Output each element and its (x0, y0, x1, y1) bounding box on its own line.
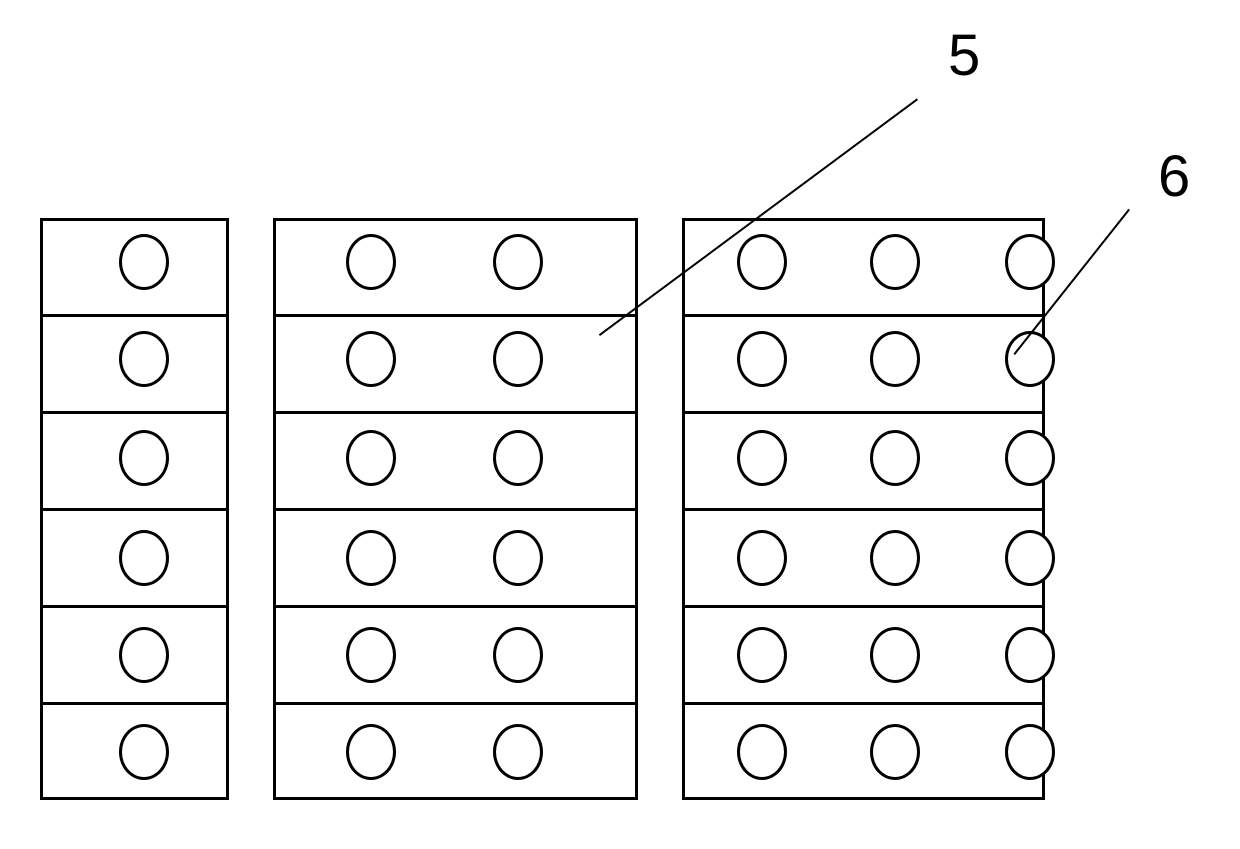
hole (493, 627, 543, 683)
hole (346, 627, 396, 683)
row-divider (276, 702, 635, 705)
row-divider (276, 605, 635, 608)
hole (1005, 331, 1055, 387)
hole (870, 430, 920, 486)
label-5: 5 (948, 22, 980, 89)
hole (1005, 530, 1055, 586)
hole (737, 724, 787, 780)
hole (870, 724, 920, 780)
hole (346, 430, 396, 486)
row-divider (40, 508, 226, 511)
hole (493, 724, 543, 780)
row-divider (276, 411, 635, 414)
row-divider (40, 702, 226, 705)
row-divider (685, 508, 1045, 511)
hole (1005, 430, 1055, 486)
row-divider (685, 605, 1045, 608)
row-divider (276, 508, 635, 511)
hole (493, 530, 543, 586)
hole (119, 234, 169, 290)
vertical-bar (226, 218, 276, 800)
hole (119, 430, 169, 486)
hole (1005, 627, 1055, 683)
hole (737, 331, 787, 387)
hole (346, 724, 396, 780)
hole (1005, 234, 1055, 290)
hole (737, 430, 787, 486)
row-divider (276, 314, 635, 317)
hole (737, 530, 787, 586)
hole (870, 530, 920, 586)
hole (346, 331, 396, 387)
hole (119, 530, 169, 586)
hole (870, 331, 920, 387)
hole (346, 234, 396, 290)
label-6: 6 (1158, 143, 1190, 210)
row-divider (40, 314, 226, 317)
hole (119, 331, 169, 387)
hole (493, 234, 543, 290)
hole (119, 627, 169, 683)
row-divider (685, 411, 1045, 414)
row-divider (40, 605, 226, 608)
row-divider (685, 314, 1045, 317)
hole (493, 430, 543, 486)
hole (870, 234, 920, 290)
hole (346, 530, 396, 586)
row-divider (40, 411, 226, 414)
hole (870, 627, 920, 683)
vertical-bar (635, 218, 685, 800)
hole (119, 724, 169, 780)
hole (737, 234, 787, 290)
row-divider (685, 702, 1045, 705)
hole (737, 627, 787, 683)
hole (1005, 724, 1055, 780)
hole (493, 331, 543, 387)
